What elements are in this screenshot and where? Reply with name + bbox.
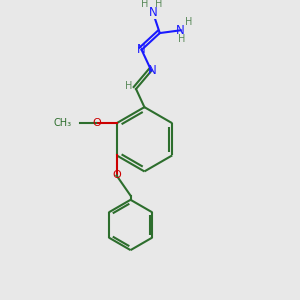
Text: O: O	[92, 118, 101, 128]
Text: N: N	[148, 6, 157, 19]
Text: O: O	[112, 170, 121, 181]
Text: CH₃: CH₃	[53, 118, 71, 128]
Text: H: H	[141, 0, 149, 9]
Text: H: H	[155, 0, 163, 9]
Text: H: H	[124, 81, 132, 91]
Text: H: H	[185, 17, 193, 27]
Text: H: H	[178, 34, 186, 44]
Text: N: N	[176, 24, 185, 37]
Text: N: N	[148, 64, 156, 77]
Text: N: N	[136, 43, 145, 56]
